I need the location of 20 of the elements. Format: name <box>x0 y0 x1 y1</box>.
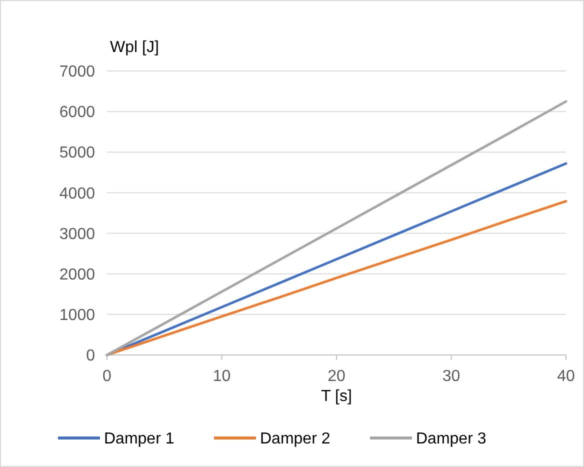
x-tick-label: 10 <box>212 368 231 385</box>
x-tick-label: 40 <box>557 368 575 385</box>
line-series <box>106 200 568 356</box>
y-axis-title: Wpl [J] <box>110 39 159 56</box>
legend-label: Damper 2 <box>260 430 330 448</box>
y-tick-label: 6000 <box>59 104 96 122</box>
y-tick-label: 2000 <box>59 266 96 284</box>
x-axis-title: T [s] <box>321 388 352 405</box>
y-tick-label: 1000 <box>59 307 96 324</box>
y-tick-label: 5000 <box>59 144 96 162</box>
y-tick-label: 4000 <box>59 185 96 202</box>
y-tick-label: 0 <box>86 348 96 365</box>
y-tick-label: 7000 <box>59 64 96 81</box>
line-series <box>106 100 568 356</box>
x-tick-label: 30 <box>442 368 460 385</box>
legend-label: Damper 3 <box>416 430 486 448</box>
x-tick-label: 20 <box>328 368 346 385</box>
y-tick-label: 3000 <box>59 226 96 243</box>
x-tick-label: 0 <box>102 368 112 385</box>
legend-label: Damper 1 <box>104 430 174 448</box>
